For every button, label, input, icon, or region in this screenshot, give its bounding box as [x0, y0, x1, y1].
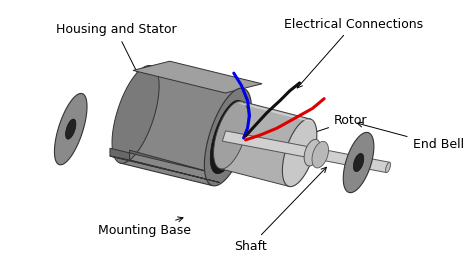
Text: Mounting Base: Mounting Base: [98, 217, 191, 237]
Polygon shape: [55, 93, 87, 165]
Polygon shape: [353, 153, 364, 172]
Polygon shape: [110, 156, 220, 183]
Polygon shape: [120, 66, 244, 186]
Polygon shape: [385, 162, 391, 173]
Text: End Bell: End Bell: [357, 122, 464, 151]
Polygon shape: [214, 101, 248, 169]
Polygon shape: [283, 119, 317, 187]
Polygon shape: [65, 119, 76, 139]
Text: Shaft: Shaft: [234, 167, 327, 253]
Polygon shape: [110, 148, 220, 183]
Polygon shape: [312, 141, 328, 168]
Polygon shape: [204, 88, 252, 186]
Polygon shape: [304, 139, 320, 166]
Polygon shape: [238, 103, 313, 121]
Polygon shape: [112, 66, 159, 163]
Text: Electrical Connections: Electrical Connections: [284, 18, 423, 88]
Text: Housing and Stator: Housing and Stator: [55, 23, 176, 144]
Text: Rotor: Rotor: [281, 114, 367, 144]
Polygon shape: [343, 133, 374, 193]
Polygon shape: [210, 100, 246, 174]
Polygon shape: [133, 61, 262, 93]
Polygon shape: [220, 101, 310, 186]
Polygon shape: [222, 131, 390, 173]
